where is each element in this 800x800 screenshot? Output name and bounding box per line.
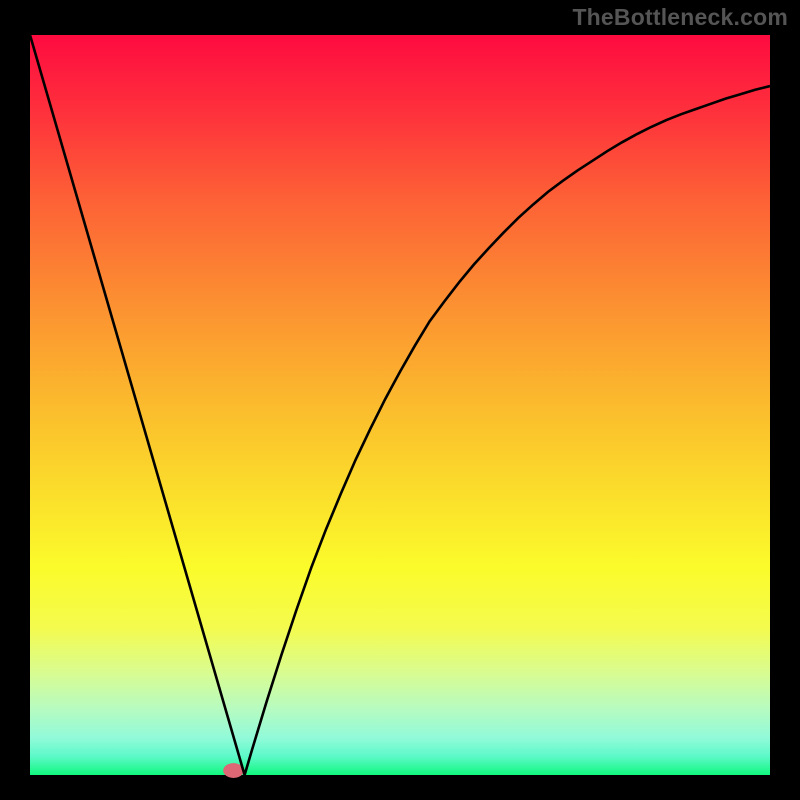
bottleneck-chart: [0, 0, 800, 800]
plot-background: [30, 35, 770, 775]
chart-frame: { "watermark": { "text": "TheBottleneck.…: [0, 0, 800, 800]
